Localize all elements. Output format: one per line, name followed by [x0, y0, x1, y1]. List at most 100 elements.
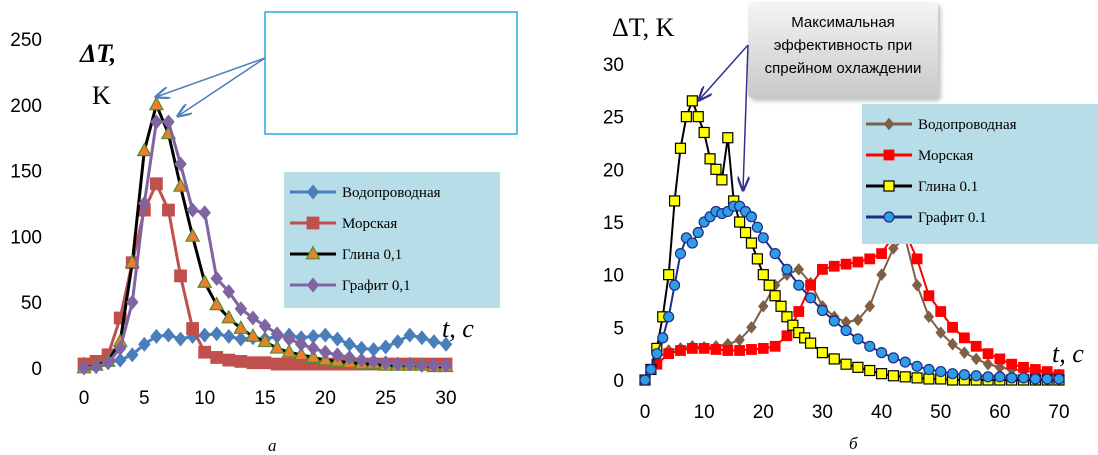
data-point [668, 279, 681, 291]
data-point [427, 334, 441, 350]
data-point [138, 195, 151, 212]
y-tick-label: 0 [613, 371, 624, 392]
data-point [174, 156, 187, 172]
y-tick-label: 250 [10, 30, 42, 51]
data-point [319, 327, 332, 343]
data-point [935, 326, 947, 339]
data-point [270, 357, 284, 371]
data-point [970, 352, 982, 366]
data-point [136, 142, 152, 157]
data-point [698, 126, 710, 139]
annotation-callout-box [748, 2, 938, 98]
data-point [686, 95, 698, 107]
data-point [710, 344, 722, 355]
data-point [379, 355, 392, 371]
data-point [757, 299, 769, 313]
x-tick-label: 30 [435, 388, 456, 409]
x-tick-label: 5 [139, 388, 150, 409]
data-point [970, 340, 982, 352]
data-point [970, 370, 982, 382]
data-point [210, 326, 224, 342]
data-point [306, 340, 320, 356]
data-point [663, 311, 675, 323]
data-point [746, 344, 757, 355]
y-tick-label: 0 [31, 359, 42, 380]
data-point [233, 320, 249, 334]
data-point [828, 315, 840, 327]
data-point [958, 369, 970, 381]
legend-label: Глина 0.1 [918, 179, 978, 195]
legend: Водопроводная Морская Глина 0,1 Графит 0,1 [284, 172, 500, 308]
plot-series [76, 96, 454, 376]
data-point [775, 300, 787, 312]
data-point [804, 337, 817, 349]
data-point [391, 356, 405, 372]
data-point [269, 339, 285, 354]
data-point [745, 237, 758, 249]
data-point [734, 216, 746, 228]
data-point [852, 256, 864, 268]
data-point [1017, 372, 1030, 384]
series-4 [639, 200, 1065, 386]
data-point [209, 296, 225, 311]
data-point [805, 279, 816, 291]
y-axis-title-line-2: K [92, 81, 111, 110]
data-point [959, 346, 970, 360]
data-point [692, 111, 704, 123]
legend-item: Глина 0.1 [866, 179, 978, 195]
data-point [125, 347, 139, 363]
data-point [415, 330, 429, 346]
data-point [675, 345, 686, 356]
data-point [77, 360, 91, 376]
legend-label: Водопроводная [918, 117, 1017, 133]
data-point [876, 268, 887, 282]
data-point [757, 342, 769, 354]
data-point [427, 357, 441, 373]
data-point [1018, 361, 1029, 373]
data-point [864, 340, 876, 352]
x-axis-title: t, c [442, 314, 474, 343]
data-point [793, 263, 805, 276]
x-tick-label: 60 [989, 402, 1010, 423]
legend: Водопроводная Морская Глина 0.1 Графит 0.1 [862, 104, 1098, 244]
data-point [113, 352, 127, 368]
data-point [674, 142, 687, 154]
data-point [781, 311, 793, 323]
data-point [1041, 373, 1053, 385]
data-point [645, 363, 657, 376]
data-point [258, 318, 272, 334]
y-tick-labels: 0 50 100 150 200 250 [10, 30, 42, 380]
data-point [982, 371, 994, 383]
y-axis-title-line-1: ΔT, [79, 39, 116, 68]
data-point [840, 258, 852, 270]
panel-label: а [268, 436, 277, 455]
legend-swatch-marker [883, 180, 895, 192]
y-tick-labels: 0 5 10 15 20 25 30 [603, 55, 624, 392]
data-point [911, 372, 923, 384]
data-point [982, 348, 994, 360]
x-tick-label: 10 [194, 388, 215, 409]
plot-series [639, 95, 1065, 387]
data-point [319, 344, 332, 360]
legend-label: Графит 0,1 [342, 278, 411, 294]
legend-swatch-marker [306, 277, 320, 293]
legend-label: Графит 0.1 [918, 210, 987, 226]
data-point [888, 241, 899, 255]
data-point [710, 163, 722, 175]
x-tick-labels: 0 10 20 30 40 50 60 70 [640, 402, 1070, 423]
data-point [804, 292, 817, 304]
y-tick-label: 50 [21, 293, 42, 314]
legend-item: Водопроводная [866, 117, 1017, 133]
legend-swatch-marker [306, 184, 320, 200]
legend-swatch-marker [883, 211, 895, 223]
data-point [305, 349, 321, 363]
data-point [174, 331, 187, 347]
data-point [864, 299, 876, 313]
data-point [875, 368, 888, 380]
data-point [982, 357, 994, 371]
data-point [101, 355, 115, 371]
data-point [222, 328, 236, 345]
data-point [331, 347, 344, 363]
data-point [817, 263, 828, 275]
